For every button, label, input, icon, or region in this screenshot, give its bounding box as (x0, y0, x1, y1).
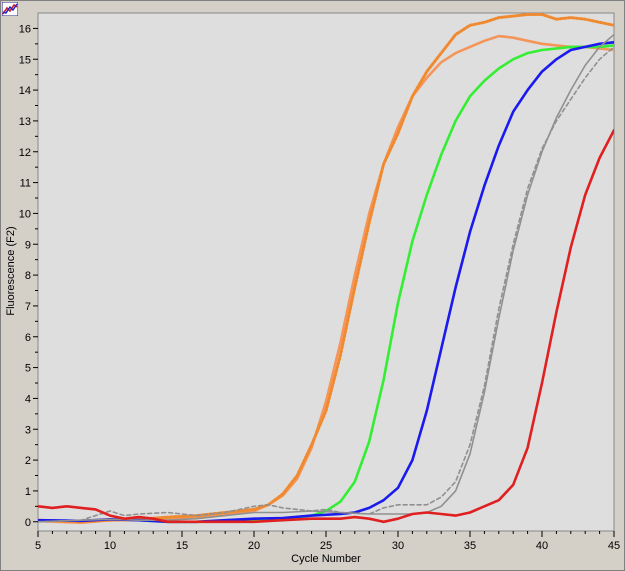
y-tick-label: 9 (25, 239, 31, 251)
series-line-7 (38, 128, 614, 524)
y-tick-label: 6 (25, 332, 31, 344)
y-tick-label: 5 (25, 363, 31, 375)
y-tick-label: 14 (19, 85, 31, 97)
y-tick-label: 1 (25, 486, 31, 498)
y-tick-label: 10 (19, 208, 31, 220)
series-layer (38, 13, 614, 524)
y-tick-label: 13 (19, 116, 31, 128)
x-tick-label: 30 (392, 540, 404, 552)
x-tick-label: 45 (608, 540, 620, 552)
y-tick-label: 12 (19, 147, 31, 159)
y-tick-label: 16 (19, 23, 31, 35)
y-tick-label: 8 (25, 270, 31, 282)
app-icon (2, 2, 18, 16)
y-axis-title: Fluorescence (F2) (5, 226, 17, 315)
x-tick-label: 15 (176, 540, 188, 552)
y-tick-label: 2 (25, 455, 31, 467)
y-tick-label: 7 (25, 301, 31, 313)
x-tick-label: 20 (248, 540, 260, 552)
y-tick-label: 11 (20, 178, 31, 190)
x-axis-title: Cycle Number (291, 553, 361, 565)
series-line-6 (38, 46, 614, 523)
x-tick-label: 25 (320, 540, 332, 552)
x-tick-label: 35 (464, 540, 476, 552)
y-tick-label: 0 (25, 517, 31, 529)
x-tick-label: 40 (536, 540, 548, 552)
y-tick-label: 15 (19, 54, 31, 66)
y-tick-label: 4 (25, 393, 31, 405)
x-tick-label: 10 (104, 540, 116, 552)
plot-area (37, 12, 615, 532)
x-tick-label: 5 (35, 540, 41, 552)
y-tick-label: 3 (25, 424, 31, 436)
